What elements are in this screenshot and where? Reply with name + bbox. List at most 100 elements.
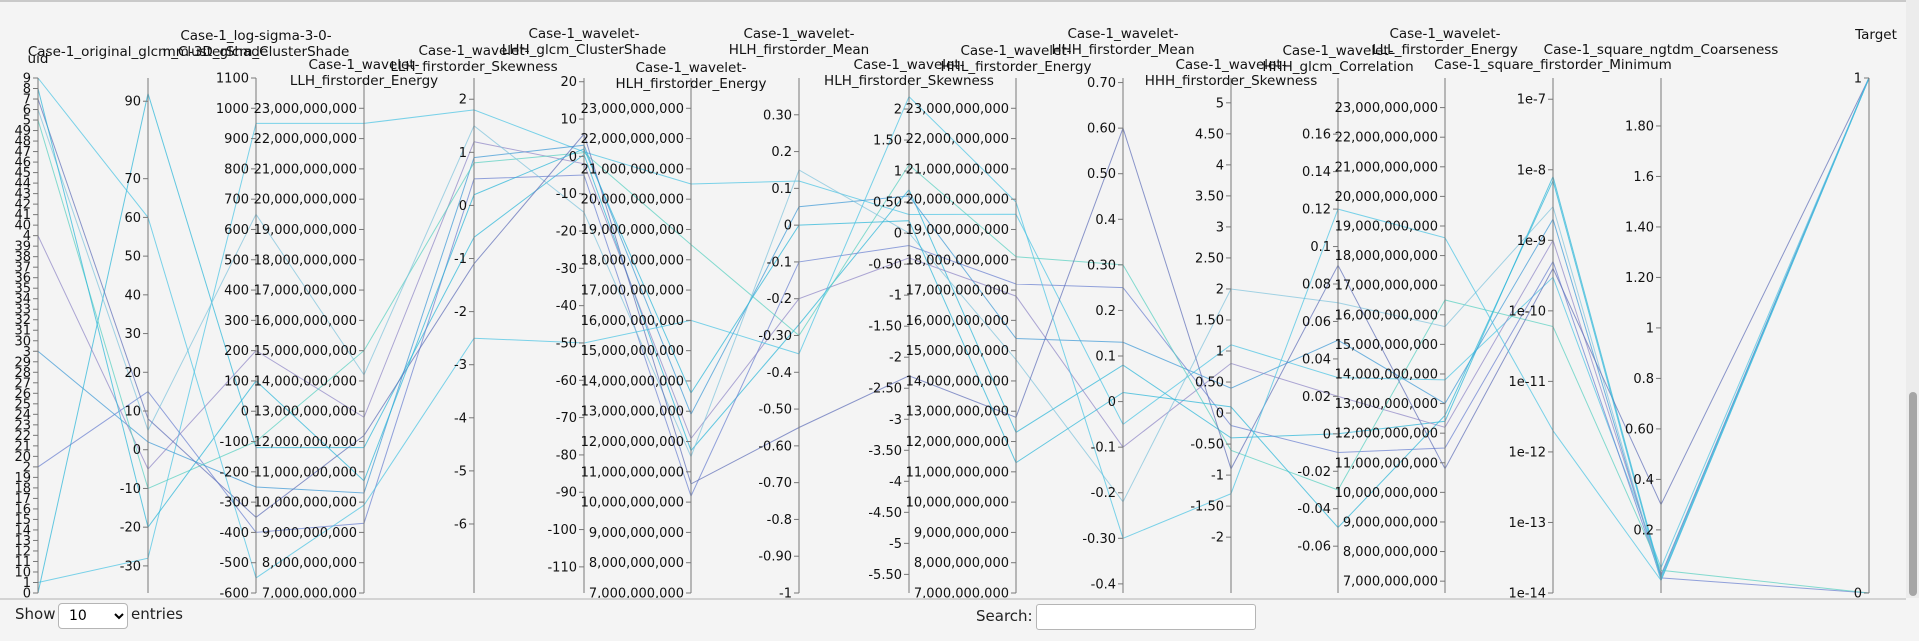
tick-label: 30 [14, 334, 31, 349]
dimension-label[interactable]: Case-1_wavelet-HLH_firstorder_Skewness [824, 57, 994, 89]
tick-label: 0 [894, 227, 902, 242]
scrollbar-thumb[interactable] [1909, 392, 1917, 596]
tick-label: 21,000,000,000 [254, 162, 357, 177]
dimension-label[interactable]: Case-1_wavelet-HLH_firstorder_Energy [616, 60, 767, 92]
dimension-label[interactable]: Case-1_wavelet-LLL_firstorder_Energy [1372, 26, 1518, 58]
tick-label: 0 [569, 150, 577, 165]
tick-label: 26 [14, 387, 31, 402]
dimension-label[interactable]: uid [28, 51, 49, 67]
axis-6[interactable]: 23,000,000,000 22,000,000,000 21,000,000,0… [581, 60, 767, 598]
tick-label: 18,000,000,000 [254, 253, 357, 268]
search-input[interactable] [1036, 604, 1256, 630]
tick-label: 5 [1216, 96, 1224, 111]
tick-label: -400 [219, 526, 249, 541]
dimension-label[interactable]: Target [1854, 27, 1897, 43]
dimension-label[interactable]: Case-1_wavelet-LLH_firstorder_Skewness [390, 43, 557, 75]
dimension-label[interactable]: Case-1_square_ngtdm_Coarseness [1544, 42, 1779, 58]
tick-label: 21,000,000,000 [906, 162, 1009, 177]
dimension-label[interactable]: Case-1_wavelet-HHH_firstorder_Mean [1051, 26, 1194, 58]
tick-label: -5.50 [868, 568, 902, 583]
tick-label: -1.50 [868, 320, 902, 335]
tick-label: 0.14 [1302, 165, 1331, 180]
tick-label: 2 [894, 103, 902, 118]
tick-label: 50 [124, 250, 141, 265]
axis-16[interactable]: 1 0 Target [1854, 27, 1897, 598]
axis-1[interactable]: 90706050403020100-10-20-30Case-1_origina… [28, 44, 268, 593]
axis-10[interactable]: 0.70 0.60 0.50 0.4 0.30 0.2 0.1 0 -0.1 -0.2 -0.30 -… [1051, 26, 1195, 593]
tick-label: 15 [14, 513, 31, 528]
axis-15[interactable]: 1.80 1.6 1.40 1.20 1 0.8 0.60 0.4 0.2 Case-1_squa… [1544, 42, 1779, 593]
tick-label: -90 [556, 486, 577, 501]
tick-label: 16,000,000,000 [254, 314, 357, 329]
tick-label: -1 [889, 289, 902, 304]
tick-label: 12,000,000,000 [581, 435, 684, 450]
axis-0[interactable]: 9876549484746454443424140439383736353433… [14, 51, 48, 598]
tick-label: 23,000,000,000 [1335, 101, 1438, 116]
tick-label: 9,000,000,000 [1343, 515, 1438, 530]
dimension-label[interactable]: Case-1_wavelet-HLH_firstorder_Mean [729, 26, 869, 58]
tick-label: -3 [889, 413, 902, 428]
tick-label: 0.50 [1087, 167, 1116, 182]
dimension-label[interactable]: Case-1_square_firstorder_Minimum [1434, 57, 1672, 73]
tick-label: 15,000,000,000 [906, 344, 1009, 359]
dimension-label[interactable]: Case-1_log-sigma-3-0-mm-3D_glcm_ClusterS… [163, 28, 350, 60]
dimension-label[interactable]: Case-1_wavelet-LHH_glcm_ClusterShade [502, 26, 666, 58]
tick-label: 19,000,000,000 [1335, 219, 1438, 234]
axis-8[interactable]: 2 1.50 1 0.50 0 -0.50 -1 -1.50 -2 -2.50 -3 -3.50 -4 -… [824, 57, 994, 593]
axis-3[interactable]: 23,000,000,000 22,000,000,000 21,000,000,0… [254, 57, 439, 598]
tick-label: 0.16 [1302, 128, 1331, 143]
tick-label: 8,000,000,000 [589, 556, 684, 571]
tick-label: 0 [1854, 587, 1862, 599]
tick-label: 20 [560, 75, 577, 90]
tick-label: 1.6 [1633, 170, 1654, 185]
tick-label: -0.30 [1082, 532, 1116, 547]
tick-label: 24 [14, 408, 31, 423]
tick-label: -0.50 [868, 258, 902, 273]
axis-14[interactable]: 1e-7 1e-8 1e-9 1e-10 1e-11 1e-12 1e-13 1e-14 Cas… [1434, 57, 1672, 598]
axis-2[interactable]: 110010009008007006005004003002001000-100… [163, 28, 350, 598]
tick-label: 7 [23, 93, 31, 108]
tick-label: -4.50 [868, 506, 902, 521]
tick-label: 0.04 [1302, 352, 1331, 367]
axis-9[interactable]: 23,000,000,000 22,000,000,000 21,000,000,0… [906, 43, 1092, 598]
dimension-label[interactable]: Case-1_wavelet-HHH_firstorder_Skewness [1145, 57, 1318, 89]
tick-label: -1 [779, 587, 792, 599]
tick-label: 22 [14, 429, 31, 444]
axis-11[interactable]: 5 4.50 4 3.50 3 2.50 2 1.50 1 0.50 0 -0.50 -1 -1.50 -2… [1145, 57, 1318, 593]
tick-label: -0.2 [767, 292, 792, 307]
tick-label: 9,000,000,000 [262, 526, 357, 541]
axis-4[interactable]: 2 1 0 -1 -2 -3 -4 -5 -6 Case-1_wavelet-LLH_firsto… [390, 43, 558, 593]
tick-label: 44 [14, 177, 31, 192]
search-label: Search: [976, 607, 1033, 625]
tick-label: 9 [23, 72, 31, 87]
tick-label: 1e-14 [1508, 587, 1546, 599]
axis-12[interactable]: 0.16 0.14 0.12 0.1 0.08 0.06 0.04 0.02 0 -0.02 -0.… [1262, 43, 1414, 593]
axis-13[interactable]: 23,000,000,000 22,000,000,000 21,000,000,0… [1335, 26, 1518, 593]
tick-label: 23,000,000,000 [906, 102, 1009, 117]
dimension-label[interactable]: Case-1_wavelet-HHH_glcm_Correlation [1262, 43, 1413, 75]
axis-7[interactable]: 0.30 0.2 0.1 0 -0.1 -0.2 -0.30 -0.4 -0.50 -0.60 -0… [729, 26, 869, 598]
parallel-coordinates-chart[interactable]: 9876549484746454443424140439383736353433… [0, 0, 1906, 598]
tick-label: 17 [14, 492, 31, 507]
tick-label: 0 [1216, 407, 1224, 422]
tick-label: 0 [23, 587, 31, 599]
tick-label: 16,000,000,000 [1335, 308, 1438, 323]
tick-label: 1100 [216, 72, 249, 87]
dimension-label[interactable]: Case-1_wavelet-HHL_firstorder_Energy [941, 43, 1092, 75]
tick-label: -0.30 [758, 329, 792, 344]
tick-label: -2 [889, 351, 902, 366]
tick-label: 6 [23, 103, 31, 118]
tick-label: 40 [124, 288, 141, 303]
record-polyline[interactable] [37, 77, 1870, 594]
dimension-label[interactable]: Case-1_wavelet-LLH_firstorder_Energy [290, 57, 438, 89]
tick-label: 35 [14, 282, 31, 297]
tick-label: 0.2 [1095, 304, 1116, 319]
tick-label: 23,000,000,000 [254, 102, 357, 117]
tick-label: 14,000,000,000 [1335, 367, 1438, 382]
tick-label: 10 [14, 565, 31, 580]
tick-label: 29 [14, 355, 31, 370]
dimension-label[interactable]: Case-1_original_glcm_ClusterShade [28, 44, 268, 60]
axis-5[interactable]: 20 10 0 -10 -20 -30 -40 -50 -60 -70 -80 -90 -100 -110… [502, 26, 666, 593]
page-size-select[interactable]: 10 [58, 603, 128, 629]
tick-label: 4 [23, 229, 31, 244]
